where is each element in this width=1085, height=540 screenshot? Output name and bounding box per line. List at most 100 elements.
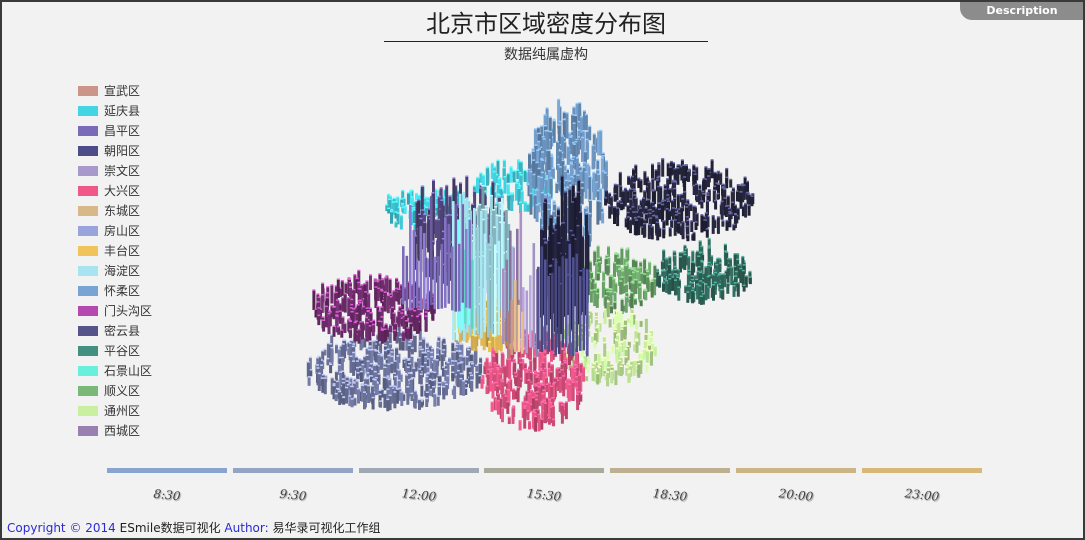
density-bar — [499, 222, 503, 310]
density-bar — [325, 297, 329, 313]
density-bar-top — [689, 203, 693, 206]
density-bar-top — [643, 258, 647, 260]
density-bar-top — [580, 341, 584, 343]
density-bar — [585, 375, 589, 382]
density-bar — [561, 349, 565, 367]
density-bar — [466, 367, 470, 384]
density-bar-top — [430, 351, 434, 354]
density-bar-top — [691, 261, 694, 263]
density-bar — [330, 285, 334, 304]
density-bar-top — [435, 206, 439, 208]
density-bar — [503, 177, 507, 194]
density-bar — [672, 163, 675, 175]
density-bar-top — [350, 303, 354, 306]
density-bar-top — [358, 358, 361, 360]
map-region[interactable] — [656, 238, 752, 305]
density-bar-top — [596, 199, 600, 202]
density-bar — [343, 323, 347, 333]
density-bar-top — [470, 362, 474, 365]
density-bar-top — [341, 316, 345, 318]
density-bar-top — [547, 202, 551, 205]
density-bar-top — [389, 296, 393, 298]
density-bar-top — [394, 287, 398, 290]
density-bar-top — [684, 202, 688, 205]
density-bar — [645, 200, 649, 207]
density-bar-top — [383, 345, 387, 347]
map-region[interactable] — [312, 269, 436, 344]
density-bar — [352, 361, 356, 376]
density-bar-top — [407, 344, 411, 346]
density-bar — [556, 142, 559, 171]
density-bar-top — [448, 195, 452, 197]
density-bar — [348, 396, 352, 407]
density-bar-top — [716, 192, 720, 195]
density-bar — [321, 378, 325, 393]
density-bar — [408, 333, 411, 348]
density-bar — [746, 181, 749, 199]
density-bar — [579, 171, 583, 182]
density-bar-top — [479, 184, 483, 187]
density-bar-top — [631, 282, 635, 284]
density-bar-top — [376, 305, 380, 308]
density-bar-top — [537, 202, 541, 205]
density-bar-top — [535, 161, 539, 164]
density-bar-top — [441, 195, 445, 198]
density-bar-top — [332, 325, 336, 327]
density-bar-top — [678, 208, 682, 210]
density-bar — [380, 389, 384, 398]
density-bar-top — [589, 289, 593, 292]
density-bar-top — [704, 283, 708, 285]
density-bar — [532, 174, 536, 189]
density-bar-top — [725, 219, 729, 222]
density-bar-top — [542, 372, 546, 374]
density-bar-top — [706, 286, 710, 288]
density-bar-top — [425, 347, 429, 350]
density-bar-top — [738, 184, 742, 186]
density-bar-top — [707, 238, 711, 240]
density-bar-top — [647, 198, 651, 201]
density-bar — [563, 142, 567, 159]
density-bar-top — [445, 184, 449, 187]
density-bar-top — [388, 377, 392, 379]
density-bar-top — [351, 345, 355, 348]
density-bar-top — [715, 182, 719, 184]
density-bar-top — [483, 364, 487, 367]
density-bar-top — [574, 140, 578, 143]
density-bar — [552, 419, 556, 427]
density-bar — [736, 283, 740, 297]
density-bar-top — [605, 288, 609, 290]
density-bar-top — [680, 206, 684, 209]
density-bar — [353, 397, 357, 406]
density-bar-top — [377, 320, 381, 322]
density-bar-top — [732, 285, 736, 287]
density-bar — [639, 300, 643, 307]
density-bar-top — [726, 195, 730, 197]
density-bar — [662, 229, 666, 239]
density-bar — [549, 372, 553, 388]
density-bar — [480, 334, 484, 346]
density-bar — [564, 402, 568, 420]
density-bar — [721, 188, 725, 204]
map-region[interactable] — [583, 245, 657, 314]
density-bar-top — [733, 253, 737, 255]
density-bar-top — [390, 351, 394, 353]
density-bar — [377, 354, 381, 371]
density-bar — [650, 350, 653, 366]
density-bar-top — [728, 211, 732, 213]
density-bar-top — [657, 175, 661, 178]
density-bar-top — [627, 267, 631, 270]
density-bar — [329, 364, 333, 374]
density-bar-top — [352, 381, 356, 383]
map-region[interactable] — [306, 324, 483, 412]
density-bar-top — [493, 166, 497, 168]
density-bar — [625, 249, 629, 263]
map-region[interactable] — [604, 158, 755, 242]
density-bar-top — [496, 385, 499, 387]
density-bar-top — [598, 200, 602, 203]
density-bar-top — [441, 238, 445, 240]
density-bar-top — [540, 125, 544, 127]
density-bar-top — [547, 192, 551, 195]
density-bar-top — [598, 255, 602, 258]
map-region[interactable] — [527, 98, 608, 262]
density-bar — [415, 193, 418, 201]
